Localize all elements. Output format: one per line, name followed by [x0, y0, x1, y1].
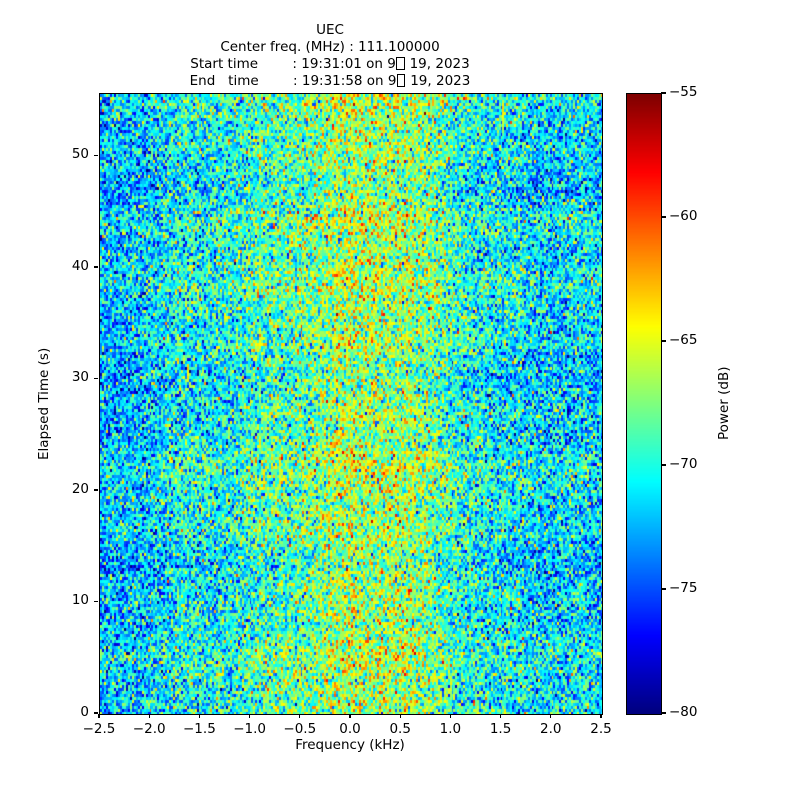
spectrogram-heatmap[interactable] [100, 94, 602, 714]
title-line-start-time: Start time : 19:31:01 on 9 19, 2023 [0, 56, 660, 73]
x-tick-label: 2.5 [590, 721, 612, 737]
x-tick-label: 2.0 [540, 721, 562, 737]
end-time-label: End time [189, 73, 259, 89]
x-tick-mark [148, 714, 150, 718]
missing-glyph-icon [396, 57, 405, 70]
start-time-label: Start time [190, 56, 259, 72]
y-tick-label: 50 [71, 146, 89, 163]
end-time-value: : 19:31:58 on 9 [293, 73, 397, 89]
colorbar-tick-mark [661, 92, 666, 94]
y-tick-label: 30 [71, 369, 89, 386]
missing-glyph-icon [397, 74, 406, 87]
colorbar-tick-label: −55 [669, 84, 698, 100]
colorbar-tick-mark [661, 340, 666, 342]
y-tick-mark [94, 489, 98, 491]
x-tick-label: −1.0 [233, 721, 266, 737]
y-tick-label: 40 [71, 257, 89, 274]
title-line-center-freq: Center freq. (MHz) : 111.100000 [220, 39, 440, 55]
y-axis-label: Elapsed Time (s) [36, 347, 52, 460]
x-tick-label: 0.0 [339, 721, 361, 737]
y-tick-mark [94, 154, 98, 157]
colorbar-tick-label: −60 [669, 208, 698, 224]
x-tick-label: 0.5 [389, 721, 411, 737]
colorbar-tick-mark [661, 712, 666, 714]
colorbar-tick-mark [661, 464, 666, 466]
y-tick-label: 20 [71, 480, 89, 497]
x-tick-mark [499, 714, 502, 718]
x-tick-label: 1.0 [439, 721, 462, 737]
title-line-station: UEC [316, 22, 344, 38]
colorbar-gradient [627, 94, 661, 714]
colorbar-tick-mark [661, 588, 666, 590]
x-tick-mark [449, 714, 452, 718]
x-tick-label: −0.5 [283, 721, 317, 737]
title-line-end-time: End time : 19:31:58 on 9 19, 2023 [0, 73, 660, 90]
colorbar-tick-label: −75 [669, 580, 698, 596]
colorbar-tick-label: −65 [669, 332, 698, 348]
colorbar-label: Power (dB) [716, 366, 732, 440]
x-tick-mark [198, 714, 201, 718]
x-axis-label: Frequency (kHz) [295, 737, 405, 753]
x-tick-label: −2.5 [82, 721, 116, 737]
figure-title: UEC Center freq. (MHz) : 111.100000 Star… [0, 22, 660, 90]
colorbar-tick-label: −80 [669, 704, 698, 720]
colorbar-tick-label: −70 [669, 456, 698, 472]
x-tick-label: 1.5 [489, 721, 512, 737]
x-tick-mark [550, 714, 552, 718]
colorbar-tick-mark [661, 216, 666, 218]
x-tick-mark [600, 714, 602, 718]
end-time-tail: 19, 2023 [405, 73, 471, 89]
x-tick-mark [349, 714, 351, 718]
y-tick-mark [94, 600, 98, 603]
y-tick-mark [94, 377, 98, 380]
plot-area[interactable] [99, 93, 603, 715]
colorbar[interactable] [626, 93, 662, 715]
y-tick-label: 10 [71, 592, 89, 609]
x-tick-label: −2.0 [132, 721, 166, 737]
start-time-tail: 19, 2023 [405, 56, 470, 72]
x-tick-label: −1.5 [183, 721, 216, 737]
y-tick-mark [94, 712, 98, 714]
x-tick-mark [399, 714, 401, 718]
x-tick-mark [248, 714, 251, 718]
start-time-gap [258, 56, 292, 72]
end-time-gap [259, 73, 293, 89]
x-tick-mark [299, 714, 301, 718]
y-tick-mark [94, 266, 98, 268]
start-time-value: : 19:31:01 on 9 [292, 56, 396, 72]
y-tick-label: 0 [80, 704, 89, 720]
x-tick-mark [98, 714, 100, 718]
